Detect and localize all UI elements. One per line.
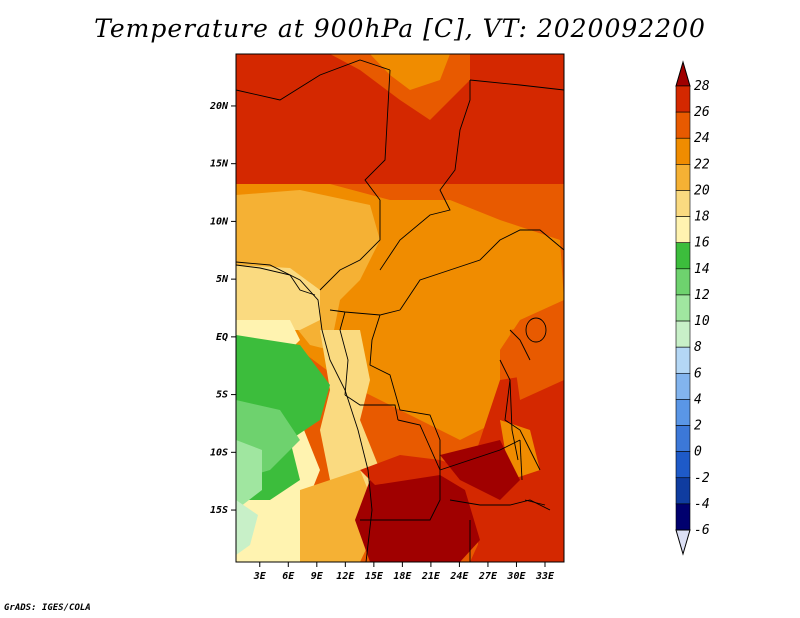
colorbar-swatch (675, 320, 691, 348)
lat-tick-label: EQ (216, 332, 228, 343)
latitude-axis: 20N 15N 10N 5N EQ 5S 10S 15S (209, 101, 236, 516)
lat-tick-label: 5N (216, 274, 229, 285)
lat-tick-label: 10S (210, 447, 228, 458)
field-22-north (370, 54, 450, 90)
colorbar-swatch (675, 451, 691, 479)
lat-tick-label: 15N (210, 159, 229, 170)
lon-tick-label: 6E (282, 571, 295, 582)
lon-tick-label: 15E (365, 571, 384, 582)
lon-tick-label: 24E (449, 571, 469, 582)
lon-tick-label: 12E (336, 571, 355, 582)
lon-tick-label: 30E (506, 571, 526, 582)
field-28-zambezi (440, 440, 520, 500)
colorbar-label: 12 (694, 288, 710, 303)
field-24-east (510, 320, 564, 400)
lon-tick-label: 18E (393, 571, 412, 582)
colorbar-label: 10 (694, 314, 710, 329)
colorbar-label: 14 (694, 262, 710, 277)
country-borders (236, 59, 564, 562)
lon-tick-label: 27E (478, 571, 498, 582)
map-panel (236, 54, 564, 562)
field-08-atlantic (236, 500, 258, 555)
colorbar-bottom-arrow (675, 529, 691, 556)
field-28-kalahari (355, 470, 480, 562)
field-18-west (236, 265, 320, 330)
colorbar-label: 6 (694, 366, 702, 381)
colorbar-swatch (675, 164, 691, 191)
colorbar-label: 24 (694, 131, 710, 146)
coastline (236, 261, 373, 562)
colorbar-label: 16 (694, 236, 710, 251)
field-22-southwest (300, 470, 380, 562)
longitude-axis: 3E 6E 9E 12E 15E 18E 21E 24E 27E 30E 33E (253, 562, 555, 582)
colorbar-swatch (675, 294, 691, 322)
colorbar-swatch (675, 477, 691, 505)
lat-tick-label: 15S (210, 505, 228, 516)
colorbar-label: -6 (694, 523, 710, 538)
colorbar-swatch (675, 85, 691, 113)
colorbar-top-arrow (675, 60, 691, 87)
lat-tick-label: 10N (210, 216, 229, 227)
lakes (509, 317, 547, 506)
colorbar-label: 20 (694, 183, 710, 198)
field-10-atlantic (236, 440, 262, 510)
lon-tick-label: 33E (535, 571, 555, 582)
colorbar-swatch (675, 503, 691, 531)
colorbar-label: 2 (694, 419, 702, 434)
lon-tick-label: 3E (253, 571, 267, 582)
lat-tick-label: 5S (216, 390, 228, 401)
colorbar-swatch (675, 399, 691, 426)
colorbar-swatch (675, 372, 691, 400)
colorbar-label: 28 (694, 79, 710, 94)
colorbar-swatch (675, 346, 691, 374)
colorbar-label: 18 (694, 210, 710, 225)
lon-tick-label: 9E (311, 571, 324, 582)
colorbar-swatch (675, 216, 691, 244)
lat-tick-label: 20N (209, 101, 229, 112)
colorbar-swatch (675, 268, 691, 296)
colorbar-label: -2 (694, 471, 710, 486)
colorbar-swatch (675, 137, 691, 165)
colorbar-label: 26 (694, 105, 710, 120)
colorbar-label: 0 (694, 445, 702, 460)
colorbar-label: 4 (694, 392, 702, 407)
map-frame (235, 53, 565, 563)
colorbar-label: -4 (694, 497, 710, 512)
colorbar-label: 8 (694, 340, 702, 355)
lon-tick-label: 21E (421, 571, 441, 582)
colorbar-swatch (675, 190, 691, 217)
chart-title: Temperature at 900hPa [C], VT: 202009220… (94, 14, 706, 43)
colorbar-swatch (675, 242, 691, 270)
colorbar-label: 22 (694, 157, 710, 172)
colorbar-swatch (675, 425, 691, 452)
colorbar-swatch (675, 111, 691, 139)
grads-credit: GrADS: IGES/COLA (4, 603, 91, 613)
